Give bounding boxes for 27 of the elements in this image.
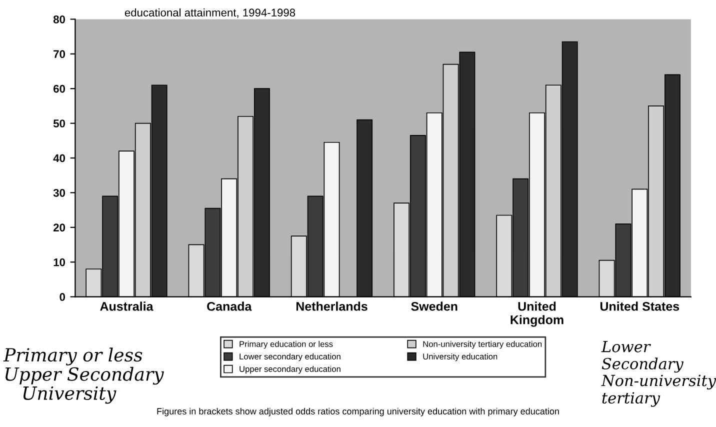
y-tick-label: 50 — [53, 120, 66, 128]
x-tick-label: Sweden — [411, 302, 458, 311]
legend-label: Non-university tertiary education — [423, 340, 542, 349]
legend-label: Upper secondary education — [240, 366, 340, 374]
text: Figures in brackets show adjusted odds ratios comparing university education with primary education — [157, 408, 559, 416]
x-tick-label: United Kingdom — [510, 302, 564, 327]
y-tick-label: 60 — [54, 84, 66, 93]
x-tick-label: Australia — [100, 302, 154, 311]
text: University — [23, 386, 116, 404]
y-tick-label: 80 — [53, 15, 66, 24]
y-tick-label: 10 — [54, 258, 66, 266]
y-tick-label: 70 — [54, 50, 66, 58]
legend-label: University education — [423, 353, 498, 362]
text: Lower Secondary — [601, 340, 684, 373]
y-tick-label: 0 — [60, 293, 66, 301]
legend-label: Lower secondary education — [240, 353, 340, 362]
x-tick-label: Canada — [207, 302, 252, 311]
chart-title: educational attainment, 1994-1998 — [124, 8, 296, 18]
text: Upper Secondary — [6, 366, 164, 385]
text: Non-university tertiary — [601, 374, 716, 407]
legend-label: Primary education or less — [240, 340, 333, 349]
y-tick-label: 40 — [53, 154, 66, 162]
x-tick-label: United States — [600, 302, 680, 311]
y-tick-label: 30 — [53, 188, 66, 197]
text: Primary or less — [3, 348, 142, 366]
y-tick-label: 20 — [53, 224, 66, 232]
x-tick-label: Netherlands — [296, 302, 368, 311]
